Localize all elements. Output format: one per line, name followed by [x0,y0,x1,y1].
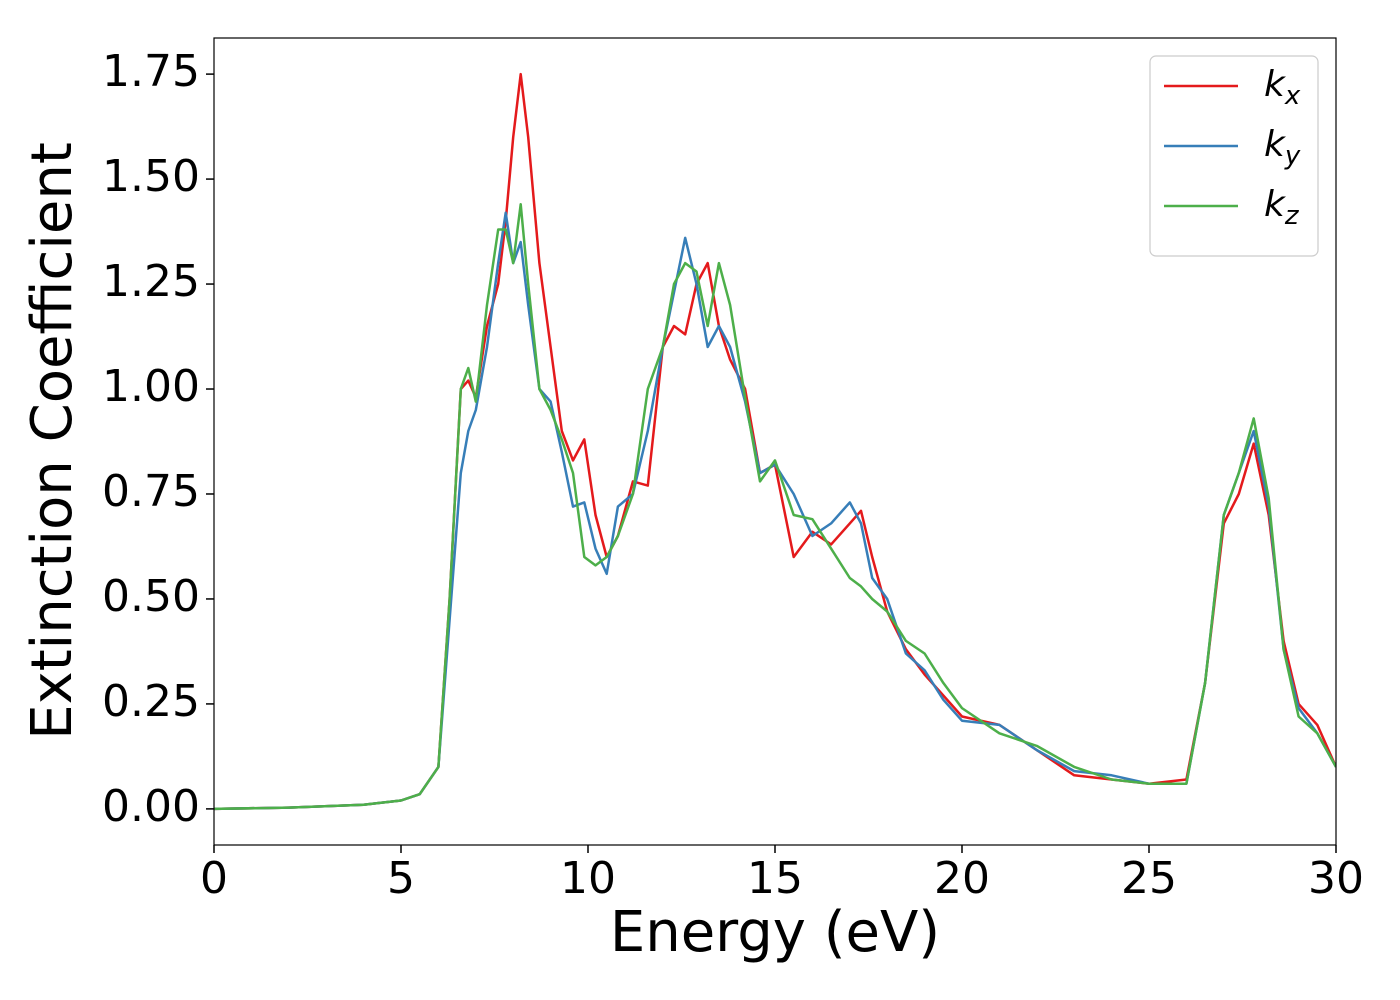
y-tick-label: 1.25 [102,256,200,307]
x-tick-label: 5 [387,853,415,904]
series-line [214,211,1336,811]
series-line [214,203,1336,811]
x-tick-label: 25 [1121,853,1177,904]
y-tick-label: 0.25 [102,676,200,727]
y-tick-label: 1.50 [102,151,200,202]
y-tick-label: 0.75 [102,466,200,517]
x-tick-label: 15 [747,853,803,904]
x-tick-label: 30 [1308,853,1364,904]
plot-frame [213,37,1337,846]
legend-label: ky [1264,124,1301,171]
y-axis-label: Extinction Coefficient [20,142,85,740]
x-axis-label: Energy (eV) [610,900,940,965]
legend-label: kz [1264,184,1300,231]
y-tick-label: 1.75 [102,46,200,97]
x-tick-label: 0 [200,853,228,904]
y-tick-label: 1.00 [102,361,200,412]
x-tick-label: 20 [934,853,990,904]
x-tick-label: 10 [560,853,616,904]
y-tick-label: 0.50 [102,571,200,622]
legend-label: kx [1264,64,1301,111]
y-tick-label: 0.00 [102,781,200,832]
